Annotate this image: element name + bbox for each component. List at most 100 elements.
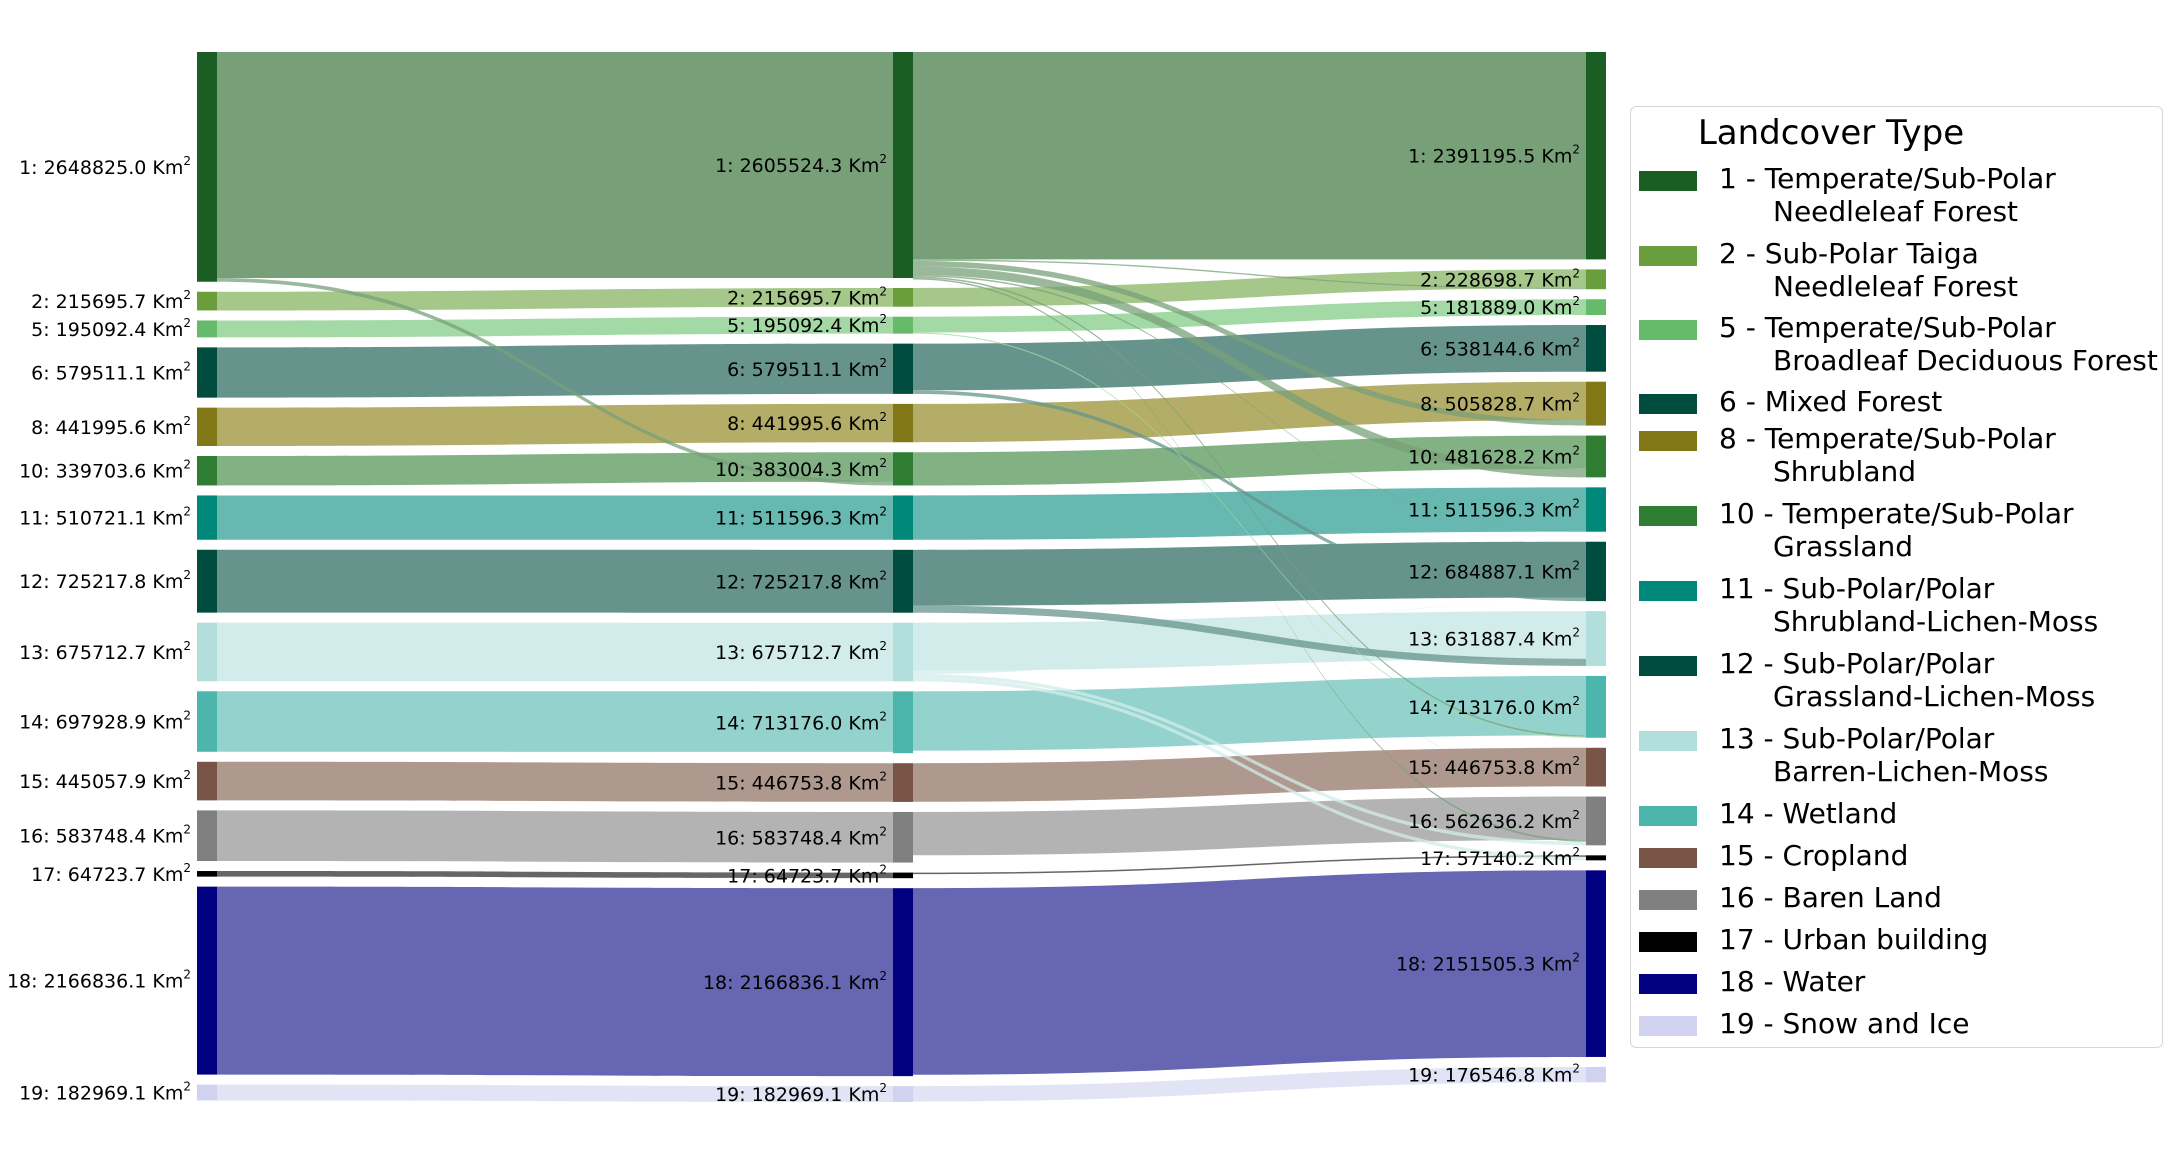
- node-col2-class-10[interactable]: [1586, 435, 1606, 478]
- node-col0-class-12[interactable]: [197, 549, 217, 613]
- node-col2-class-18[interactable]: [1586, 870, 1606, 1057]
- node-label-col1-class-16: 16: 583748.4 Km2: [715, 824, 887, 849]
- legend-swatch: [1639, 1016, 1697, 1036]
- node-col1-class-19[interactable]: [893, 1086, 913, 1102]
- link-1-12-to-13: [913, 605, 1586, 666]
- legend-label: 8 - Temperate/Sub-Polar Shrubland: [1719, 422, 2056, 488]
- node-col2-class-19[interactable]: [1586, 1066, 1606, 1083]
- legend-item-class-19: 19 - Snow and Ice: [1639, 1007, 1969, 1040]
- node-col1-class-14[interactable]: [893, 691, 913, 754]
- node-col2-class-8[interactable]: [1586, 381, 1606, 426]
- link-0-1-to-10: [217, 277, 893, 486]
- node-col2-class-5[interactable]: [1586, 299, 1606, 316]
- link-1-1-to-14: [913, 276, 1586, 737]
- node-col2-class-12[interactable]: [1586, 541, 1606, 602]
- node-col1-class-16[interactable]: [893, 811, 913, 863]
- node-col1-class-12[interactable]: [893, 549, 913, 613]
- node-col0-class-13[interactable]: [197, 622, 217, 682]
- node-label-col0-class-1: 1: 2648825.0 Km2: [19, 154, 191, 179]
- node-col2-class-17[interactable]: [1586, 855, 1606, 861]
- legend: Landcover Type 1 - Temperate/Sub-Polar Ne…: [1630, 106, 2163, 1048]
- node-col1-class-18[interactable]: [893, 888, 913, 1077]
- node-label-col1-class-6: 6: 579511.1 Km2: [727, 356, 887, 381]
- node-col0-class-2[interactable]: [197, 291, 217, 311]
- legend-item-class-2: 2 - Sub-Polar Taiga Needleleaf Forest: [1639, 237, 2018, 303]
- link-1-5-to-5: [913, 299, 1586, 333]
- node-col0-class-5[interactable]: [197, 320, 217, 338]
- node-col1-class-15[interactable]: [893, 763, 913, 802]
- node-label-col1-class-17: 17: 64723.7 Km2: [727, 862, 887, 887]
- node-label-col0-class-2: 2: 215695.7 Km2: [31, 288, 191, 313]
- node-label-col1-class-14: 14: 713176.0 Km2: [715, 709, 887, 734]
- link-0-18-to-18: [217, 886, 893, 1077]
- legend-swatch: [1639, 848, 1697, 868]
- node-label-col1-class-1: 1: 2605524.3 Km2: [715, 152, 887, 177]
- link-0-8-to-8: [217, 403, 893, 446]
- node-label-col2-class-6: 6: 538144.6 Km2: [1420, 335, 1580, 360]
- legend-swatch: [1639, 320, 1697, 340]
- legend-item-class-11: 11 - Sub-Polar/Polar Shrubland-Lichen-Mos…: [1639, 572, 2098, 638]
- node-col0-class-16[interactable]: [197, 810, 217, 862]
- node-col0-class-19[interactable]: [197, 1084, 217, 1101]
- node-label-col2-class-18: 18: 2151505.3 Km2: [1396, 951, 1580, 976]
- link-1-15-to-15: [913, 747, 1586, 802]
- node-col1-class-5[interactable]: [893, 316, 913, 334]
- node-col0-class-11[interactable]: [197, 495, 217, 540]
- node-label-col2-class-19: 19: 176546.8 Km2: [1408, 1062, 1580, 1087]
- node-label-col1-class-11: 11: 511596.3 Km2: [715, 505, 887, 530]
- link-1-13-to-17: [913, 677, 1586, 861]
- node-label-col2-class-16: 16: 562636.2 Km2: [1408, 808, 1580, 833]
- legend-swatch: [1639, 932, 1697, 952]
- link-0-17-to-17: [217, 871, 893, 879]
- node-col0-class-14[interactable]: [197, 691, 217, 752]
- node-col1-class-8[interactable]: [893, 403, 913, 443]
- node-col2-class-14[interactable]: [1586, 675, 1606, 738]
- node-col2-class-15[interactable]: [1586, 747, 1606, 787]
- link-0-5-to-5: [217, 316, 893, 338]
- link-0-16-to-16: [217, 810, 893, 863]
- legend-label: 17 - Urban building: [1719, 923, 1989, 956]
- link-1-6-to-12: [913, 390, 1586, 602]
- node-label-col0-class-12: 12: 725217.8 Km2: [19, 568, 191, 593]
- legend-label: 1 - Temperate/Sub-Polar Needleleaf Forest: [1719, 162, 2056, 228]
- node-col2-class-1[interactable]: [1586, 52, 1606, 260]
- link-0-11-to-11: [217, 495, 893, 540]
- node-col0-class-10[interactable]: [197, 455, 217, 486]
- node-col1-class-6[interactable]: [893, 343, 913, 394]
- node-label-col1-class-19: 19: 182969.1 Km2: [715, 1081, 887, 1106]
- node-col2-class-2[interactable]: [1586, 269, 1606, 290]
- node-col1-class-2[interactable]: [893, 287, 913, 307]
- node-col0-class-6[interactable]: [197, 347, 217, 398]
- node-col1-class-13[interactable]: [893, 622, 913, 682]
- link-0-6-to-6: [217, 343, 893, 398]
- legend-label: 11 - Sub-Polar/Polar Shrubland-Lichen-Mos…: [1719, 572, 2099, 638]
- node-col0-class-18[interactable]: [197, 886, 217, 1075]
- node-label-col0-class-15: 15: 445057.9 Km2: [19, 768, 191, 793]
- node-label-col0-class-10: 10: 339703.6 Km2: [19, 458, 191, 483]
- node-label-col2-class-14: 14: 713176.0 Km2: [1408, 694, 1580, 719]
- node-label-col1-class-18: 18: 2166836.1 Km2: [703, 969, 887, 994]
- legend-item-class-10: 10 - Temperate/Sub-Polar Grassland: [1639, 497, 2074, 563]
- node-col1-class-10[interactable]: [893, 452, 913, 486]
- node-col2-class-11[interactable]: [1586, 487, 1606, 532]
- legend-swatch: [1639, 974, 1697, 994]
- node-col1-class-1[interactable]: [893, 52, 913, 278]
- node-col2-class-16[interactable]: [1586, 796, 1606, 846]
- node-col1-class-17[interactable]: [893, 872, 913, 879]
- node-col1-class-11[interactable]: [893, 495, 913, 540]
- node-col0-class-1[interactable]: [197, 52, 217, 282]
- sankey-nodes: [197, 52, 1606, 1102]
- node-label-col2-class-15: 15: 446753.8 Km2: [1408, 754, 1580, 779]
- node-col2-class-13[interactable]: [1586, 611, 1606, 666]
- link-0-12-to-12: [217, 549, 893, 613]
- node-col0-class-17[interactable]: [197, 871, 217, 877]
- node-col0-class-15[interactable]: [197, 761, 217, 801]
- node-label-col1-class-5: 5: 195092.4 Km2: [727, 312, 887, 337]
- node-label-col1-class-10: 10: 383004.3 Km2: [715, 456, 887, 481]
- legend-item-class-1: 1 - Temperate/Sub-Polar Needleleaf Forest: [1639, 162, 2056, 228]
- legend-swatch: [1639, 806, 1697, 826]
- legend-swatch: [1639, 890, 1697, 910]
- legend-label: 6 - Mixed Forest: [1719, 385, 1943, 418]
- node-col0-class-8[interactable]: [197, 407, 217, 446]
- node-col2-class-6[interactable]: [1586, 325, 1606, 372]
